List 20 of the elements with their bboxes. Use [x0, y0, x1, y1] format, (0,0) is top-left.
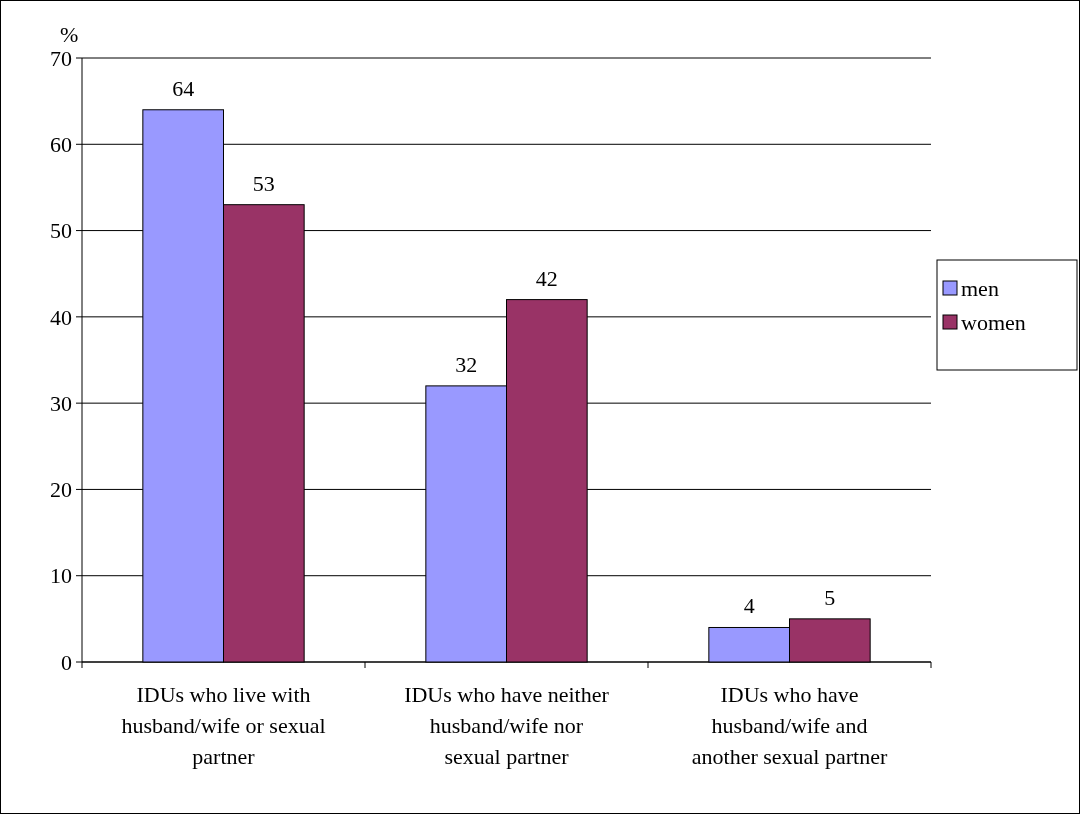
y-tick-label: 70 [50, 45, 72, 71]
y-axis-title: % [60, 22, 79, 47]
data-label: 4 [743, 593, 755, 619]
legend-label: women [961, 309, 1026, 335]
data-label: 32 [455, 351, 478, 377]
x-tick-label: IDUs who have neither husband/wife nor sexual partner [404, 682, 610, 769]
data-label: 42 [535, 265, 558, 291]
y-tick-label: 0 [61, 649, 72, 675]
y-tick-label: 60 [50, 131, 72, 157]
y-tick-label: 40 [50, 304, 72, 330]
data-label: 53 [252, 170, 275, 196]
x-tick-label: IDUs who have husband/wife and another sexual partner [691, 682, 888, 769]
y-tick-label: 50 [50, 218, 72, 244]
data-label: 5 [824, 584, 836, 610]
data-label: 64 [172, 75, 195, 101]
y-tick-label: 10 [50, 563, 72, 589]
y-tick-label: 30 [50, 390, 72, 416]
y-tick-label: 20 [50, 477, 72, 503]
x-tick-label: IDUs who live with husband/wife or sexual partner [121, 682, 326, 769]
legend-label: men [961, 275, 999, 301]
